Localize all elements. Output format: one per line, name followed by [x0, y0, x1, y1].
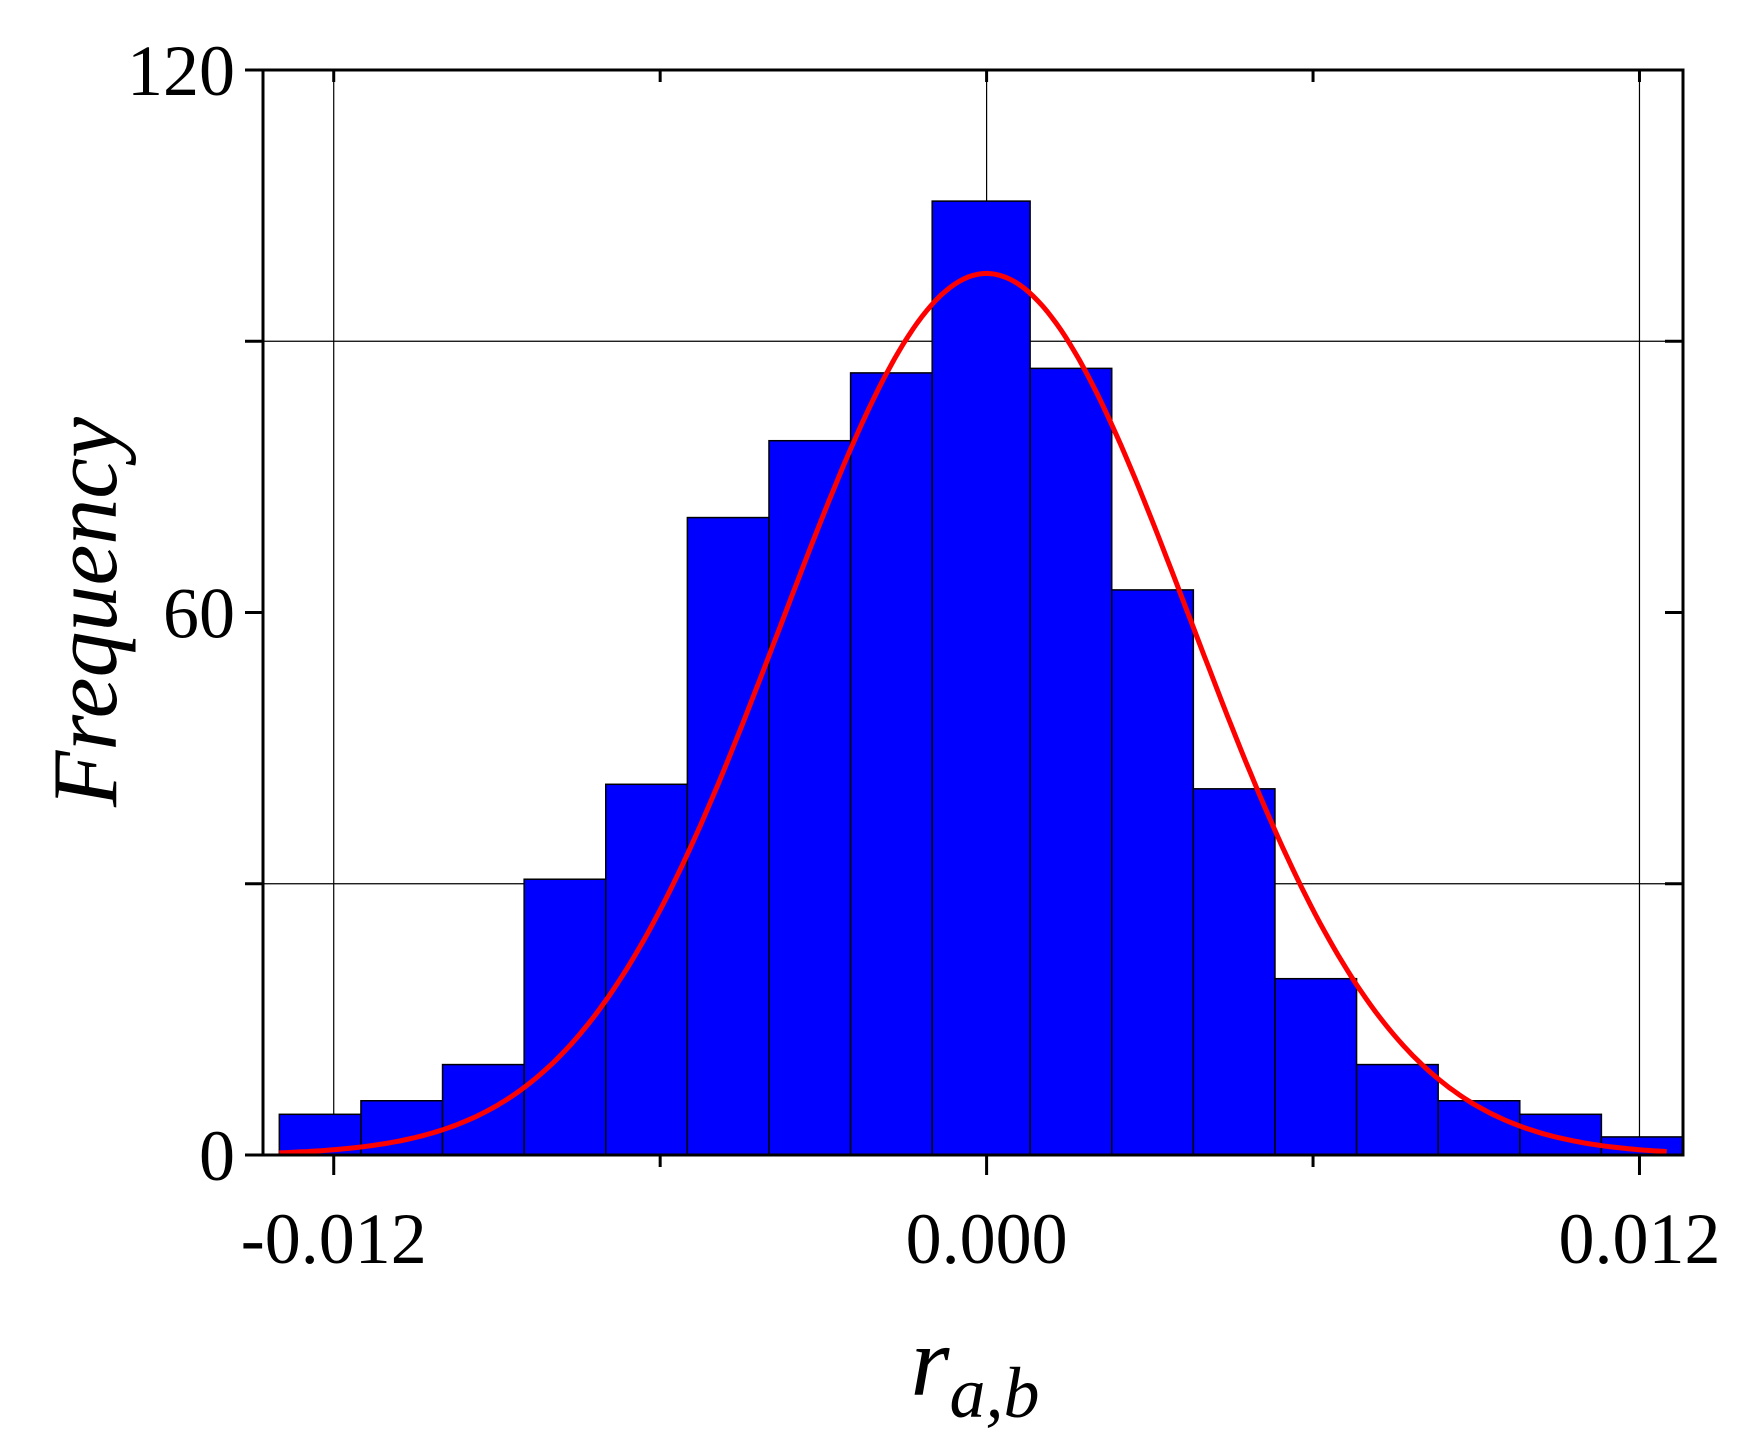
x-tick-label-2: 0.012 [1558, 1199, 1720, 1279]
x-tick-label-0: -0.012 [241, 1199, 427, 1279]
histogram-bar-10 [1110, 589, 1195, 1156]
histogram-bar-6 [768, 439, 852, 1156]
x-tick-label-1: 0.000 [906, 1199, 1068, 1279]
histogram-bar-7 [849, 372, 933, 1156]
histogram-bar-8 [931, 200, 1031, 1156]
y-tick-labels: 0 60 120 [127, 31, 235, 1196]
histogram-bar-4 [605, 783, 689, 1156]
y-axis-title: Frequency [34, 417, 136, 808]
axis-ticks [245, 68, 1683, 1175]
x-axis-title-subscript: a,b [949, 1353, 1039, 1433]
histogram-bar-9 [1029, 367, 1113, 1156]
x-axis-title: ra,b [911, 1306, 1040, 1433]
histogram-bar-12 [1274, 977, 1358, 1156]
normal-fit-curve [279, 270, 1667, 1156]
y-tick-label-1: 60 [163, 574, 235, 654]
y-tick-label-0: 0 [199, 1116, 235, 1196]
y-tick-label-2: 120 [127, 31, 235, 111]
histogram-bar-5 [686, 516, 770, 1156]
histogram-bar-11 [1192, 788, 1276, 1156]
histogram-bar-2 [441, 1063, 525, 1156]
x-tick-labels: -0.012 0.000 0.012 [241, 1199, 1721, 1279]
histogram-bars [278, 200, 1684, 1156]
x-axis-title-main: r [911, 1306, 951, 1417]
histogram-bar-13 [1355, 1063, 1439, 1156]
histogram-bar-15 [1519, 1113, 1603, 1156]
